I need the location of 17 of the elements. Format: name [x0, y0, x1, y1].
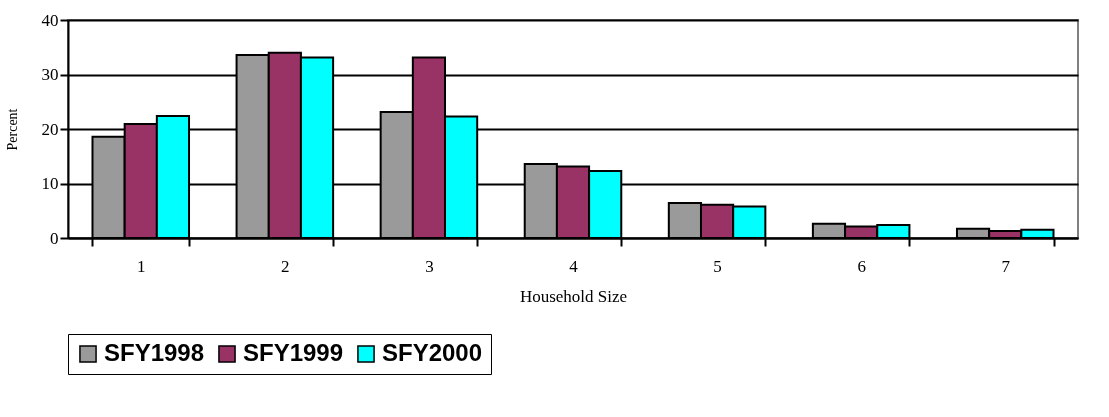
x-tick-label: 5 — [713, 256, 722, 276]
y-tick-label: 10 — [41, 174, 59, 193]
y-tick-label: 20 — [41, 119, 59, 139]
x-tick-label: 2 — [281, 256, 290, 276]
x-tick-label: 4 — [569, 256, 579, 276]
y-tick-label: 30 — [41, 65, 59, 84]
x-tick-label: 6 — [857, 256, 866, 276]
legend-label: SFY1998 — [104, 339, 205, 366]
x-tick-label: 3 — [425, 256, 434, 276]
x-tick-label: 7 — [1001, 256, 1011, 276]
x-tick-label: 1 — [137, 256, 146, 276]
y-tick-label: 0 — [50, 228, 59, 248]
y-axis-title: Percent — [4, 108, 20, 151]
x-axis-title: Household Size — [519, 286, 628, 306]
legend-label: SFY2000 — [382, 339, 483, 366]
legend-label: SFY1999 — [243, 339, 344, 366]
y-tick-label: 40 — [41, 10, 59, 30]
